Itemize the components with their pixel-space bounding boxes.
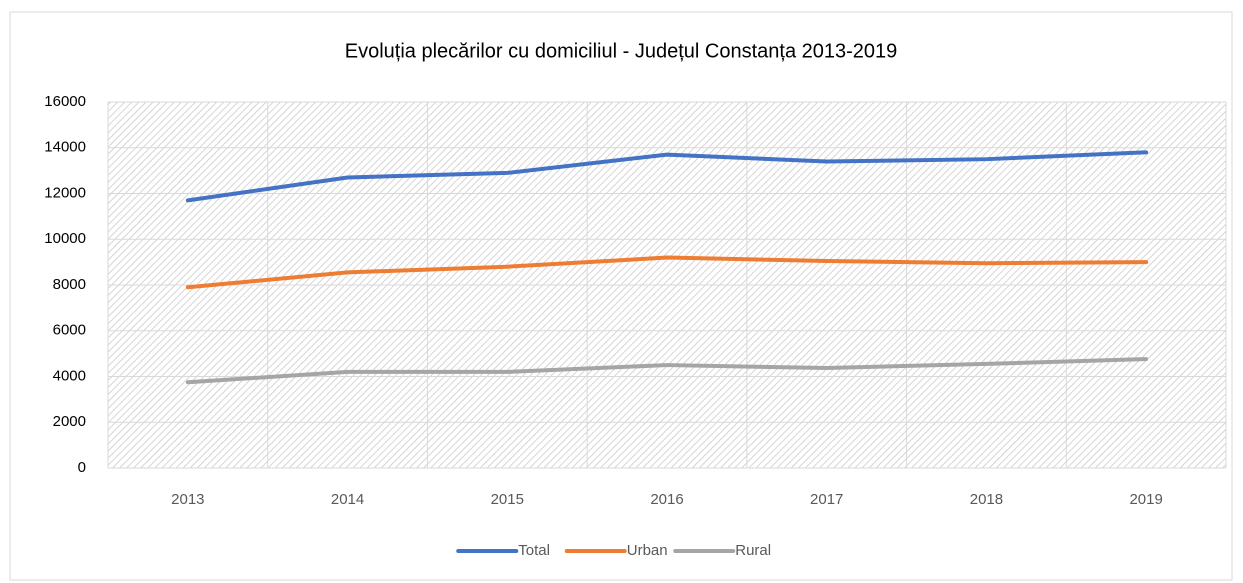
- x-tick-label: 2018: [970, 491, 1003, 508]
- legend-label: Total: [518, 542, 550, 559]
- line-series: [185, 357, 1149, 385]
- line-series: [185, 255, 1149, 290]
- y-tick-label: 10000: [44, 230, 86, 247]
- x-tick-label: 2016: [650, 491, 683, 508]
- y-tick-label: 2000: [53, 413, 86, 430]
- y-tick-label: 12000: [44, 184, 86, 201]
- line-series: [185, 150, 1149, 203]
- y-tick-label: 4000: [53, 367, 86, 384]
- x-tick-label: 2019: [1129, 491, 1162, 508]
- y-tick-label: 14000: [44, 139, 86, 156]
- x-tick-label: 2015: [491, 491, 524, 508]
- legend-label: Rural: [735, 542, 771, 559]
- x-tick-label: 2013: [171, 491, 204, 508]
- legend-label: Urban: [627, 542, 668, 559]
- y-tick-label: 16000: [44, 93, 86, 110]
- y-tick-label: 8000: [53, 276, 86, 293]
- x-tick-label: 2017: [810, 491, 843, 508]
- x-tick-label: 2014: [331, 491, 364, 508]
- y-tick-label: 6000: [53, 322, 86, 339]
- y-tick-label: 0: [78, 459, 86, 476]
- chart-title: Evoluția plecărilor cu domiciliul - Jude…: [345, 40, 898, 62]
